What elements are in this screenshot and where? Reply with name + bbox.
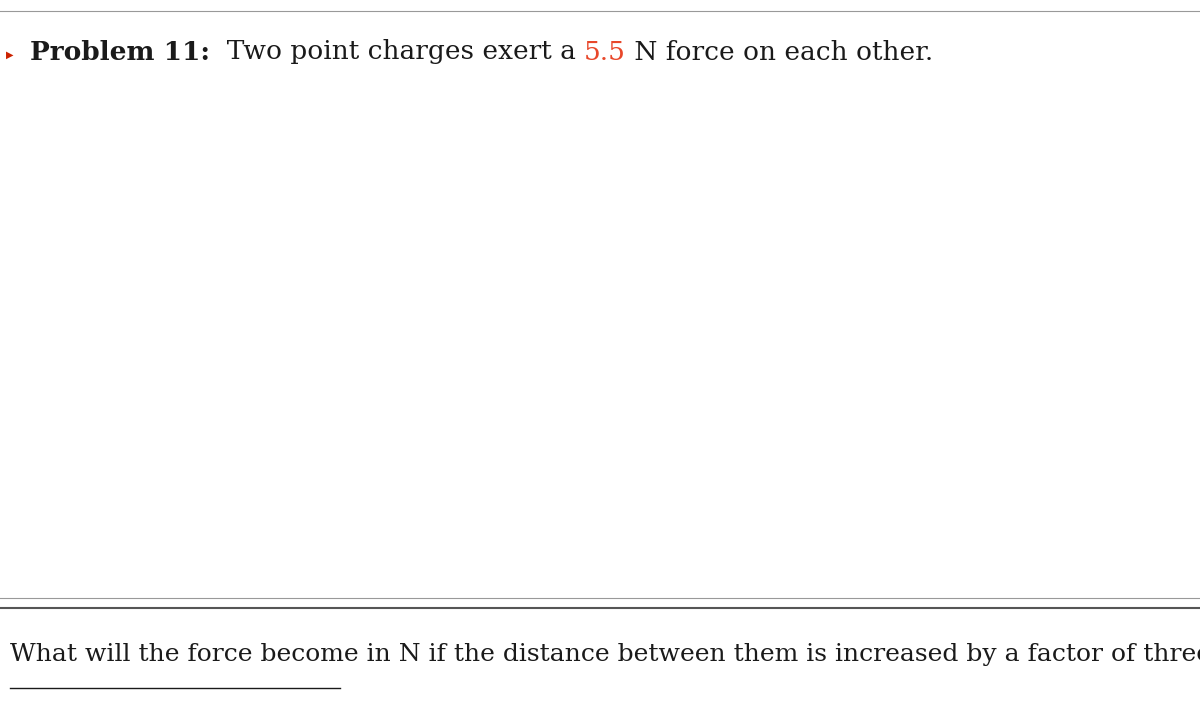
Text: N force on each other.: N force on each other. (626, 39, 934, 65)
Text: What will the force become in N if the distance between them is increased by a f: What will the force become in N if the d… (10, 643, 1200, 667)
Text: Two point charges exert a: Two point charges exert a (210, 39, 584, 65)
Text: 5.5: 5.5 (584, 39, 626, 65)
Text: ▶: ▶ (6, 51, 13, 60)
Text: Problem 11:: Problem 11: (30, 39, 210, 65)
